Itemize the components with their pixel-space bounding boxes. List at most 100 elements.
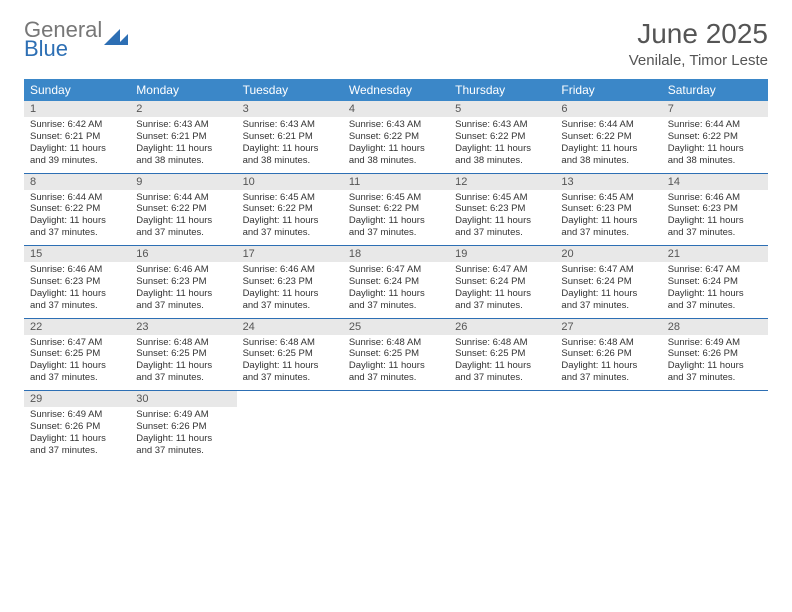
day-sr: Sunrise: 6:48 AM xyxy=(561,337,655,349)
day-ss: Sunset: 6:22 PM xyxy=(30,203,124,215)
day-cell: 23Sunrise: 6:48 AMSunset: 6:25 PMDayligh… xyxy=(130,319,236,391)
day-body: Sunrise: 6:47 AMSunset: 6:24 PMDaylight:… xyxy=(343,262,449,318)
day-cell: 19Sunrise: 6:47 AMSunset: 6:24 PMDayligh… xyxy=(449,246,555,318)
day-ss: Sunset: 6:26 PM xyxy=(30,421,124,433)
week-row: 22Sunrise: 6:47 AMSunset: 6:25 PMDayligh… xyxy=(24,319,768,392)
day-body: Sunrise: 6:47 AMSunset: 6:24 PMDaylight:… xyxy=(449,262,555,318)
day-cell: 3Sunrise: 6:43 AMSunset: 6:21 PMDaylight… xyxy=(237,101,343,173)
header: General Blue June 2025 Venilale, Timor L… xyxy=(24,18,768,69)
day-sr: Sunrise: 6:47 AM xyxy=(668,264,762,276)
week-row: 8Sunrise: 6:44 AMSunset: 6:22 PMDaylight… xyxy=(24,174,768,247)
day-d1: Daylight: 11 hours xyxy=(561,215,655,227)
day-body: Sunrise: 6:44 AMSunset: 6:22 PMDaylight:… xyxy=(24,190,130,246)
day-body: Sunrise: 6:48 AMSunset: 6:25 PMDaylight:… xyxy=(449,335,555,391)
day-number: 6 xyxy=(555,101,661,117)
day-sr: Sunrise: 6:49 AM xyxy=(30,409,124,421)
day-d1: Daylight: 11 hours xyxy=(668,360,762,372)
day-d1: Daylight: 11 hours xyxy=(243,143,337,155)
day-cell: 1Sunrise: 6:42 AMSunset: 6:21 PMDaylight… xyxy=(24,101,130,173)
day-sr: Sunrise: 6:46 AM xyxy=(243,264,337,276)
day-d1: Daylight: 11 hours xyxy=(455,215,549,227)
day-sr: Sunrise: 6:48 AM xyxy=(349,337,443,349)
day-body: Sunrise: 6:46 AMSunset: 6:23 PMDaylight:… xyxy=(130,262,236,318)
day-ss: Sunset: 6:25 PM xyxy=(455,348,549,360)
day-ss: Sunset: 6:24 PM xyxy=(561,276,655,288)
calendar: Sunday Monday Tuesday Wednesday Thursday… xyxy=(24,79,768,463)
day-sr: Sunrise: 6:47 AM xyxy=(30,337,124,349)
day-number: 18 xyxy=(343,246,449,262)
day-body: Sunrise: 6:46 AMSunset: 6:23 PMDaylight:… xyxy=(237,262,343,318)
day-cell: 8Sunrise: 6:44 AMSunset: 6:22 PMDaylight… xyxy=(24,174,130,246)
day-number: 10 xyxy=(237,174,343,190)
day-body: Sunrise: 6:49 AMSunset: 6:26 PMDaylight:… xyxy=(24,407,130,463)
day-body: Sunrise: 6:43 AMSunset: 6:21 PMDaylight:… xyxy=(130,117,236,173)
day-sr: Sunrise: 6:48 AM xyxy=(243,337,337,349)
day-number: 30 xyxy=(130,391,236,407)
day-sr: Sunrise: 6:43 AM xyxy=(243,119,337,131)
day-body: Sunrise: 6:46 AMSunset: 6:23 PMDaylight:… xyxy=(662,190,768,246)
day-cell: 22Sunrise: 6:47 AMSunset: 6:25 PMDayligh… xyxy=(24,319,130,391)
day-cell xyxy=(237,391,343,463)
day-body: Sunrise: 6:47 AMSunset: 6:25 PMDaylight:… xyxy=(24,335,130,391)
day-number: 1 xyxy=(24,101,130,117)
day-d2: and 37 minutes. xyxy=(136,372,230,384)
day-sr: Sunrise: 6:43 AM xyxy=(136,119,230,131)
day-number: 15 xyxy=(24,246,130,262)
day-ss: Sunset: 6:21 PM xyxy=(243,131,337,143)
day-cell xyxy=(449,391,555,463)
day-ss: Sunset: 6:25 PM xyxy=(136,348,230,360)
day-number: 21 xyxy=(662,246,768,262)
day-number: 16 xyxy=(130,246,236,262)
day-d1: Daylight: 11 hours xyxy=(349,288,443,300)
day-cell: 27Sunrise: 6:48 AMSunset: 6:26 PMDayligh… xyxy=(555,319,661,391)
day-number: 22 xyxy=(24,319,130,335)
day-cell: 9Sunrise: 6:44 AMSunset: 6:22 PMDaylight… xyxy=(130,174,236,246)
day-body: Sunrise: 6:47 AMSunset: 6:24 PMDaylight:… xyxy=(662,262,768,318)
day-d1: Daylight: 11 hours xyxy=(561,288,655,300)
day-ss: Sunset: 6:23 PM xyxy=(561,203,655,215)
day-sr: Sunrise: 6:44 AM xyxy=(668,119,762,131)
day-number: 12 xyxy=(449,174,555,190)
day-d1: Daylight: 11 hours xyxy=(455,288,549,300)
day-d2: and 37 minutes. xyxy=(668,300,762,312)
day-sr: Sunrise: 6:47 AM xyxy=(561,264,655,276)
day-d2: and 37 minutes. xyxy=(243,227,337,239)
day-sr: Sunrise: 6:45 AM xyxy=(561,192,655,204)
day-cell: 17Sunrise: 6:46 AMSunset: 6:23 PMDayligh… xyxy=(237,246,343,318)
day-number: 24 xyxy=(237,319,343,335)
day-d2: and 37 minutes. xyxy=(561,227,655,239)
day-number: 23 xyxy=(130,319,236,335)
day-ss: Sunset: 6:21 PM xyxy=(30,131,124,143)
day-body: Sunrise: 6:44 AMSunset: 6:22 PMDaylight:… xyxy=(662,117,768,173)
day-number: 9 xyxy=(130,174,236,190)
day-d2: and 38 minutes. xyxy=(243,155,337,167)
day-d1: Daylight: 11 hours xyxy=(243,215,337,227)
day-sr: Sunrise: 6:45 AM xyxy=(349,192,443,204)
day-ss: Sunset: 6:22 PM xyxy=(136,203,230,215)
day-sr: Sunrise: 6:49 AM xyxy=(136,409,230,421)
day-body: Sunrise: 6:48 AMSunset: 6:25 PMDaylight:… xyxy=(343,335,449,391)
day-d2: and 37 minutes. xyxy=(561,300,655,312)
day-d1: Daylight: 11 hours xyxy=(668,143,762,155)
day-number: 28 xyxy=(662,319,768,335)
dow-wednesday: Wednesday xyxy=(343,79,449,101)
day-d2: and 39 minutes. xyxy=(30,155,124,167)
day-body: Sunrise: 6:46 AMSunset: 6:23 PMDaylight:… xyxy=(24,262,130,318)
day-cell: 11Sunrise: 6:45 AMSunset: 6:22 PMDayligh… xyxy=(343,174,449,246)
day-d2: and 37 minutes. xyxy=(349,300,443,312)
day-d2: and 37 minutes. xyxy=(243,300,337,312)
day-body: Sunrise: 6:42 AMSunset: 6:21 PMDaylight:… xyxy=(24,117,130,173)
day-number: 2 xyxy=(130,101,236,117)
day-d1: Daylight: 11 hours xyxy=(349,215,443,227)
day-d2: and 37 minutes. xyxy=(349,372,443,384)
day-body: Sunrise: 6:43 AMSunset: 6:22 PMDaylight:… xyxy=(449,117,555,173)
day-sr: Sunrise: 6:45 AM xyxy=(455,192,549,204)
day-d1: Daylight: 11 hours xyxy=(349,360,443,372)
day-body: Sunrise: 6:49 AMSunset: 6:26 PMDaylight:… xyxy=(662,335,768,391)
week-row: 1Sunrise: 6:42 AMSunset: 6:21 PMDaylight… xyxy=(24,101,768,174)
day-d2: and 37 minutes. xyxy=(455,227,549,239)
day-number: 8 xyxy=(24,174,130,190)
day-ss: Sunset: 6:25 PM xyxy=(30,348,124,360)
day-ss: Sunset: 6:26 PM xyxy=(668,348,762,360)
day-number: 13 xyxy=(555,174,661,190)
